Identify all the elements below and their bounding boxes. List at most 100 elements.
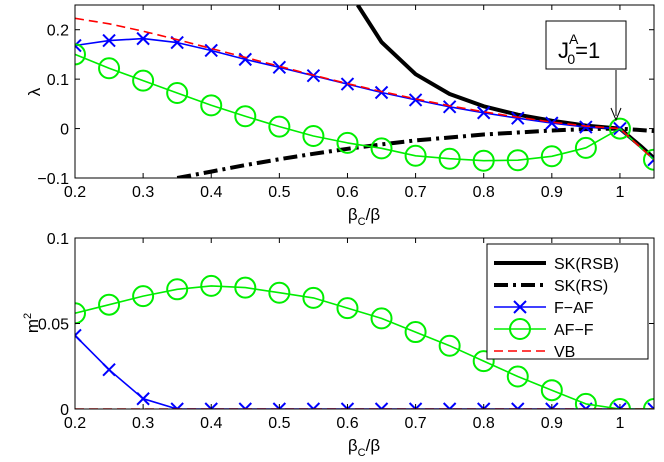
- y-tick-label: 0.05: [38, 317, 69, 334]
- bottom-point-f-af: [408, 402, 423, 409]
- legend-label-0: SK(RSB): [554, 256, 619, 273]
- annotation-arrow-head: [610, 107, 622, 122]
- annotation-box: [545, 20, 627, 70]
- bottom-point-af-f: [75, 302, 86, 325]
- x-tick-label: 0.7: [404, 184, 426, 201]
- top-point-af-f: [472, 149, 495, 172]
- y-tick-label: 0: [60, 122, 69, 139]
- x-tick-label: 0.2: [64, 415, 86, 432]
- bottom-point-f-af: [442, 402, 457, 409]
- top-point-af-f: [132, 69, 155, 92]
- top-point-f-af: [102, 33, 116, 48]
- top-point-f-af: [272, 60, 287, 74]
- legend: SK(RSB) SK(RS) F−AF AF−F VB: [486, 243, 649, 361]
- top-point-af-f: [574, 136, 597, 159]
- x-tick-label: 0.3: [132, 415, 154, 432]
- top-point-af-f: [370, 137, 393, 160]
- y-tick-label: 0.2: [47, 23, 69, 40]
- top-axes-frame: [74, 4, 655, 179]
- bottom-point-af-f: [370, 307, 393, 330]
- x-tick-label: 0.5: [268, 415, 290, 432]
- bottom-point-af-f: [540, 379, 563, 402]
- bottom-point-af-f: [200, 274, 223, 297]
- top-point-f-af: [408, 93, 423, 107]
- bottom-point-f-af: [306, 402, 321, 409]
- bottom-point-af-f: [472, 350, 495, 373]
- bottom-series-line-f-af: [75, 334, 654, 409]
- top-point-af-f: [643, 148, 654, 171]
- top-point-f-af: [545, 116, 559, 130]
- bottom-point-f-af: [545, 402, 559, 409]
- annotation-j0a: JA 0=1: [545, 20, 627, 122]
- bottom-x-axis-label: βC/β: [348, 436, 380, 459]
- bottom-point-af-f: [302, 286, 325, 309]
- bottom-point-af-f: [336, 297, 359, 320]
- x-tick-label: 0.9: [541, 184, 563, 201]
- top-x-axis-label: βC/β: [348, 205, 380, 228]
- top-series-line-vb: [75, 17, 654, 161]
- top-point-af-f: [98, 57, 121, 80]
- bottom-point-f-af: [613, 402, 627, 409]
- bottom-point-af-f: [132, 285, 155, 308]
- bottom-point-af-f: [438, 334, 461, 357]
- top-point-af-f: [166, 81, 189, 104]
- bottom-point-f-af: [374, 402, 389, 409]
- top-point-f-af: [442, 100, 457, 114]
- top-point-f-af: [476, 106, 491, 120]
- top-point-af-f: [302, 124, 325, 147]
- top-point-af-f: [506, 149, 529, 172]
- bottom-series-line-af-f: [75, 285, 654, 409]
- top-point-f-af: [579, 120, 593, 134]
- y-tick-label: 0: [60, 402, 69, 419]
- annotation-text: JA 0=1: [558, 31, 600, 67]
- bottom-point-af-f: [506, 365, 529, 388]
- top-point-af-f: [268, 115, 291, 138]
- legend-label-3: AF−F: [554, 322, 594, 339]
- x-tick-label: 0.7: [404, 415, 426, 432]
- y-tick-label: 0.1: [47, 72, 69, 89]
- legend-marker-2: [513, 300, 527, 314]
- bottom-series-group: [75, 274, 654, 409]
- bottom-point-f-af: [170, 402, 184, 409]
- x-tick-label: 0.8: [473, 415, 495, 432]
- bottom-point-af-f: [268, 281, 291, 304]
- x-tick-label: 0.9: [541, 415, 563, 432]
- top-point-af-f: [234, 105, 257, 128]
- bottom-point-af-f: [234, 276, 257, 299]
- bottom-point-f-af: [340, 402, 355, 409]
- bottom-point-af-f: [166, 278, 189, 301]
- top-point-f-af: [238, 52, 253, 67]
- legend-label-2: F−AF: [554, 300, 594, 317]
- top-point-af-f: [336, 131, 359, 154]
- bottom-point-af-f: [574, 392, 597, 409]
- bottom-point-f-af: [238, 402, 253, 409]
- x-tick-label: 0.4: [200, 415, 222, 432]
- top-point-af-f: [438, 147, 461, 170]
- x-tick-label: 0.6: [336, 415, 358, 432]
- top-point-f-af: [511, 111, 525, 125]
- bottom-point-f-af: [511, 402, 525, 409]
- top-panel: 0.2 0.3 0.4 0.5 0.6 0.7 0.8 0.9 1 −0.1 0 0.1 0.2 βC/…: [25, 4, 655, 228]
- x-tick-label: 0.4: [200, 184, 222, 201]
- bottom-point-f-af: [75, 328, 82, 343]
- bottom-point-af-f: [98, 293, 121, 316]
- bottom-point-f-af: [272, 402, 287, 409]
- top-series-line-af-f: [75, 53, 654, 162]
- bottom-panel: 0.2 0.3 0.4 0.5 0.6 0.7 0.8 0.9 100.050.1 βC/β m…: [22, 231, 655, 459]
- top-y-axis-label: λ: [25, 87, 44, 96]
- top-series-group: [75, 5, 654, 178]
- bottom-point-af-f: [404, 321, 427, 344]
- bottom-point-f-af: [204, 402, 218, 409]
- bottom-point-f-af: [476, 402, 491, 409]
- bottom-ticks: 0.2 0.3 0.4 0.5 0.6 0.7 0.8 0.9 1 0 0.05 0.1: [38, 231, 654, 432]
- top-point-af-f: [200, 94, 223, 117]
- x-tick-label: 0.2: [64, 184, 86, 201]
- y-tick-label: −0.1: [37, 171, 69, 188]
- top-ticks: 0.2 0.3 0.4 0.5 0.6 0.7 0.8 0.9 1 −0.1 0 0.1 0.2: [37, 5, 654, 201]
- top-point-f-af: [136, 31, 150, 46]
- x-tick-label: 0.8: [473, 184, 495, 201]
- bottom-point-af-f: [608, 398, 631, 409]
- x-tick-label: 0.6: [336, 184, 358, 201]
- top-point-af-f: [540, 145, 563, 168]
